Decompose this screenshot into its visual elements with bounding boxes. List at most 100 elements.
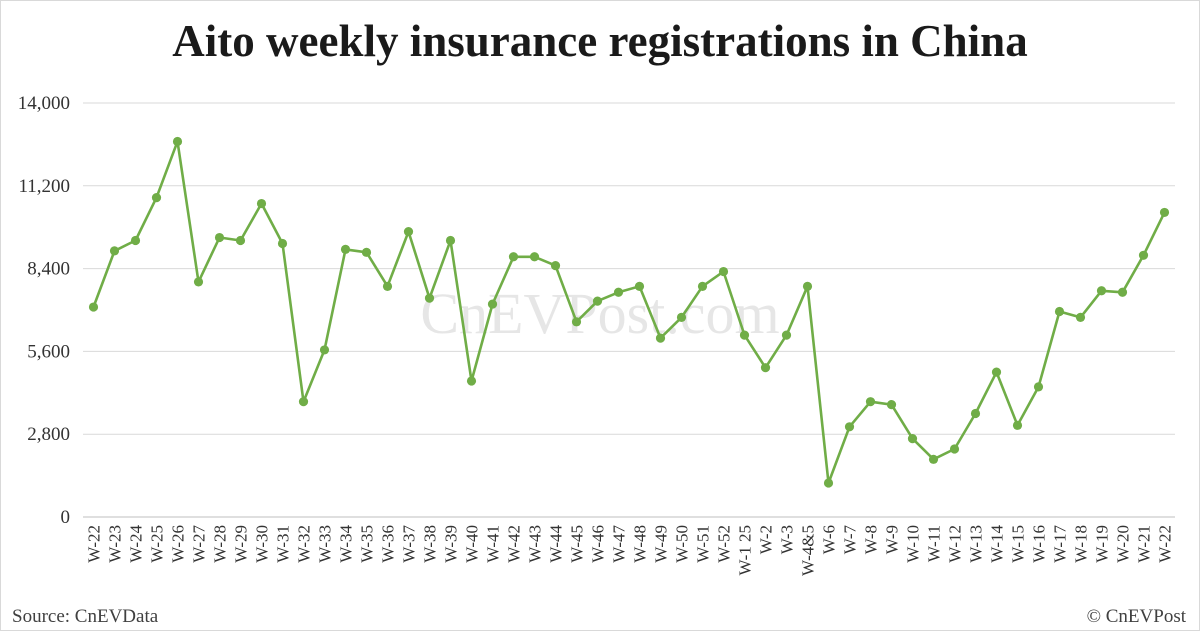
data-point xyxy=(403,227,414,237)
data-point xyxy=(1012,420,1023,430)
x-tick-label: W-29 xyxy=(232,525,251,563)
x-tick-label: W-26 xyxy=(169,525,188,563)
data-point xyxy=(130,235,141,246)
x-tick-label: W-11 xyxy=(925,525,944,562)
data-point xyxy=(1117,287,1128,297)
x-tick-label: W-49 xyxy=(652,525,671,563)
x-tick-label: W-31 xyxy=(274,525,293,563)
y-axis-ticks: 0 2,800 5,600 8,400 11,200 14,000 xyxy=(18,93,70,528)
data-point xyxy=(487,299,498,309)
x-tick-label: W-36 xyxy=(379,525,398,563)
x-tick-label: W-10 xyxy=(904,525,923,563)
data-point xyxy=(214,232,225,243)
copyright-note: © CnEVPost xyxy=(1087,606,1187,627)
y-tick-label: 14,000 xyxy=(18,93,70,114)
data-point xyxy=(949,444,960,454)
data-point xyxy=(151,193,162,203)
x-tick-label: W-19 xyxy=(1093,525,1112,563)
x-tick-label: W-52 xyxy=(715,525,734,563)
x-tick-label: W-13 xyxy=(967,525,986,563)
data-point xyxy=(550,261,561,271)
data-point xyxy=(991,367,1002,377)
x-tick-label: W-6 xyxy=(820,525,839,554)
watermark: CnEVPost.com xyxy=(420,281,779,346)
x-tick-label: W-1 25 xyxy=(736,525,755,576)
data-point xyxy=(802,281,813,291)
series-line xyxy=(92,140,1166,485)
x-tick-label: W-43 xyxy=(526,525,545,563)
x-tick-label: W-22 xyxy=(1156,525,1175,563)
x-tick-label: W-22 xyxy=(85,525,104,563)
x-tick-label: W-7 xyxy=(841,525,860,555)
x-tick-label: W-25 xyxy=(148,525,167,563)
x-tick-label: W-12 xyxy=(946,525,965,563)
source-note: Source: CnEVData xyxy=(12,606,159,627)
data-point xyxy=(613,287,624,297)
x-tick-label: W-20 xyxy=(1114,525,1133,563)
data-point xyxy=(88,302,99,312)
data-point xyxy=(865,397,876,407)
x-tick-label: W-17 xyxy=(1051,525,1070,563)
x-tick-label: W-45 xyxy=(568,525,587,563)
data-point xyxy=(109,246,120,256)
data-point xyxy=(1159,207,1170,218)
x-tick-label: W-30 xyxy=(253,525,272,563)
data-point xyxy=(697,281,708,291)
data-point xyxy=(571,317,582,327)
data-point xyxy=(1096,286,1107,296)
data-point xyxy=(655,333,666,343)
x-tick-label: W-33 xyxy=(316,525,335,563)
x-tick-label: W-50 xyxy=(673,525,692,563)
data-point xyxy=(907,434,918,444)
data-point xyxy=(634,281,645,291)
data-point xyxy=(886,400,897,410)
x-tick-label: W-39 xyxy=(442,525,461,563)
x-tick-label: W-24 xyxy=(127,525,146,563)
data-point xyxy=(823,478,834,488)
x-tick-label: W-3 xyxy=(778,525,797,554)
data-point xyxy=(781,330,792,340)
x-tick-label: W-23 xyxy=(106,525,125,563)
x-tick-label: W-14 xyxy=(988,525,1007,563)
data-point xyxy=(592,296,603,306)
series-layer xyxy=(88,136,1170,488)
data-point xyxy=(970,408,981,419)
data-point xyxy=(382,281,393,291)
x-tick-label: W-47 xyxy=(610,525,629,563)
x-tick-label: W-41 xyxy=(484,525,503,563)
data-point xyxy=(718,266,729,277)
x-tick-label: W-15 xyxy=(1009,525,1028,563)
data-point xyxy=(256,198,267,209)
x-tick-label: W-21 xyxy=(1135,525,1154,563)
data-point xyxy=(529,252,540,262)
data-point xyxy=(1054,306,1065,317)
data-point xyxy=(1033,382,1044,392)
data-point xyxy=(1075,312,1086,322)
x-tick-label: W-34 xyxy=(337,525,356,563)
data-point xyxy=(277,238,288,249)
y-tick-label: 5,600 xyxy=(27,341,70,362)
x-tick-label: W-42 xyxy=(505,525,524,563)
x-tick-label: W-48 xyxy=(631,525,650,563)
x-tick-label: W-51 xyxy=(694,525,713,563)
y-tick-label: 0 xyxy=(61,507,71,528)
x-tick-label: W-4&5 xyxy=(799,525,818,576)
y-tick-label: 8,400 xyxy=(27,259,70,280)
x-tick-label: W-28 xyxy=(211,525,230,563)
gridlines xyxy=(83,102,1175,518)
data-point xyxy=(466,376,477,386)
x-tick-label: W-44 xyxy=(547,525,566,563)
y-tick-label: 2,800 xyxy=(27,424,70,445)
data-point xyxy=(361,247,372,257)
data-point xyxy=(319,345,330,355)
data-point xyxy=(298,397,309,407)
data-point xyxy=(424,293,435,303)
x-tick-label: W-46 xyxy=(589,525,608,563)
data-point xyxy=(928,454,939,464)
x-tick-label: W-27 xyxy=(190,525,209,563)
data-point xyxy=(172,136,183,147)
x-tick-label: W-8 xyxy=(862,525,881,554)
data-point xyxy=(508,252,519,262)
x-tick-label: W-16 xyxy=(1030,525,1049,563)
